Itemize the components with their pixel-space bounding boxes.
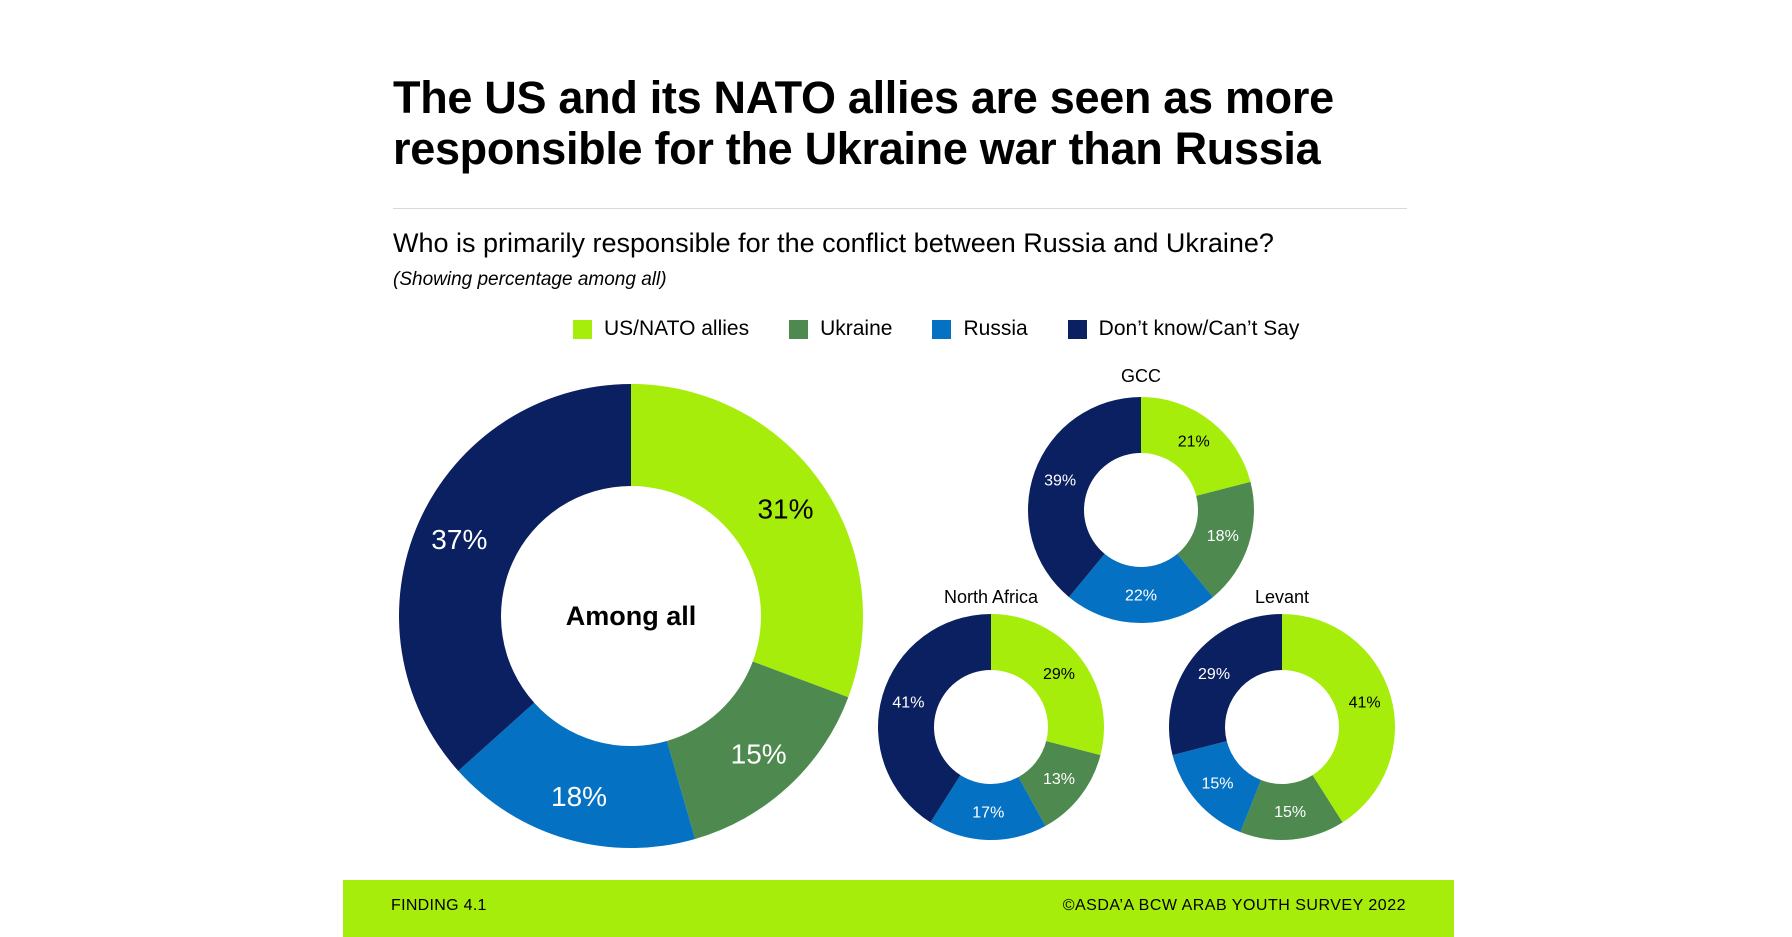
slice-dont-know [1028, 397, 1141, 598]
legend-item-dont-know: Don’t know/Can’t Say [1067, 317, 1300, 341]
data-label-dont-know: 37% [431, 524, 487, 555]
data-label-ukraine: 15% [731, 739, 787, 770]
data-label-dont-know: 39% [1044, 472, 1076, 489]
slice-us-nato [991, 614, 1104, 756]
slice-dont-know [1169, 614, 1282, 756]
slice-us-nato [1141, 397, 1251, 496]
legend-item-us-nato: US/NATO allies [573, 317, 749, 341]
data-label-russia: 22% [1125, 588, 1157, 605]
legend-swatch [1067, 319, 1087, 339]
slice-dont-know [878, 614, 991, 823]
data-label-us-nato: 41% [1349, 695, 1381, 712]
legend-swatch [789, 319, 809, 339]
data-label-russia: 17% [972, 804, 1004, 821]
title-divider [393, 208, 1407, 209]
donut-center-title: Among all [566, 601, 697, 631]
slice-russia [930, 775, 1046, 840]
data-label-ukraine: 18% [1207, 528, 1239, 545]
slice-ukraine [1177, 481, 1255, 598]
donut-title: North Africa [944, 587, 1039, 607]
data-label-ukraine: 13% [1043, 771, 1075, 788]
data-label-us-nato: 21% [1178, 434, 1210, 451]
survey-question: Who is primarily responsible for the con… [393, 228, 1274, 258]
slice-ukraine [666, 661, 849, 839]
chart-title: The US and its NATO allies are seen as m… [393, 72, 1334, 174]
legend-swatch [932, 319, 952, 339]
slice-russia [458, 702, 696, 848]
data-label-russia: 18% [551, 781, 607, 812]
legend-label: Don’t know/Can’t Say [1098, 317, 1300, 340]
legend-swatch [573, 319, 592, 339]
slice-ukraine [1240, 775, 1343, 840]
donut-charts: 31% 15% 18% 37% Among all 21% 18% 22% 39% GCC 29% 1… [399, 366, 1395, 848]
slice-russia [1172, 741, 1262, 833]
data-label-us-nato: 31% [757, 493, 813, 524]
copyright-label: ©ASDA’A BCW ARAB YOUTH SURVEY 2022 [1062, 897, 1406, 914]
legend: US/NATO allies Ukraine Russia Don’t know… [573, 317, 1299, 341]
footer-bar: FINDING 4.1 ©ASDA’A BCW ARAB YOUTH SURVE… [343, 880, 1454, 937]
slice-us-nato [631, 384, 863, 698]
legend-label: Russia [963, 317, 1028, 340]
donut-chart-levant: 41% 15% 15% 29% Levant [1169, 587, 1395, 840]
legend-label: Ukraine [820, 317, 893, 340]
legend-label: US/NATO allies [604, 317, 750, 340]
data-label-russia: 15% [1201, 775, 1233, 792]
legend-item-ukraine: Ukraine [789, 317, 892, 341]
data-label-ukraine: 15% [1274, 804, 1306, 821]
slice-russia [1068, 553, 1214, 624]
data-label-dont-know: 29% [1198, 666, 1230, 683]
donut-title: GCC [1121, 366, 1161, 386]
donut-title: Levant [1255, 587, 1309, 607]
donut-chart-gcc: 21% 18% 22% 39% GCC [1028, 366, 1255, 624]
slice-ukraine [1018, 741, 1101, 827]
data-label-us-nato: 29% [1043, 666, 1075, 683]
finding-label: FINDING 4.1 [391, 897, 487, 914]
data-label-dont-know: 41% [892, 695, 924, 712]
chart-note: (Showing percentage among all) [393, 269, 667, 290]
donut-chart-north-africa: 29% 13% 17% 41% North Africa [878, 587, 1104, 840]
donut-chart-among-all: 31% 15% 18% 37% Among all [399, 384, 863, 848]
legend-item-russia: Russia [932, 317, 1028, 341]
slice-us-nato [1282, 614, 1395, 823]
slice-dont-know [399, 384, 631, 771]
